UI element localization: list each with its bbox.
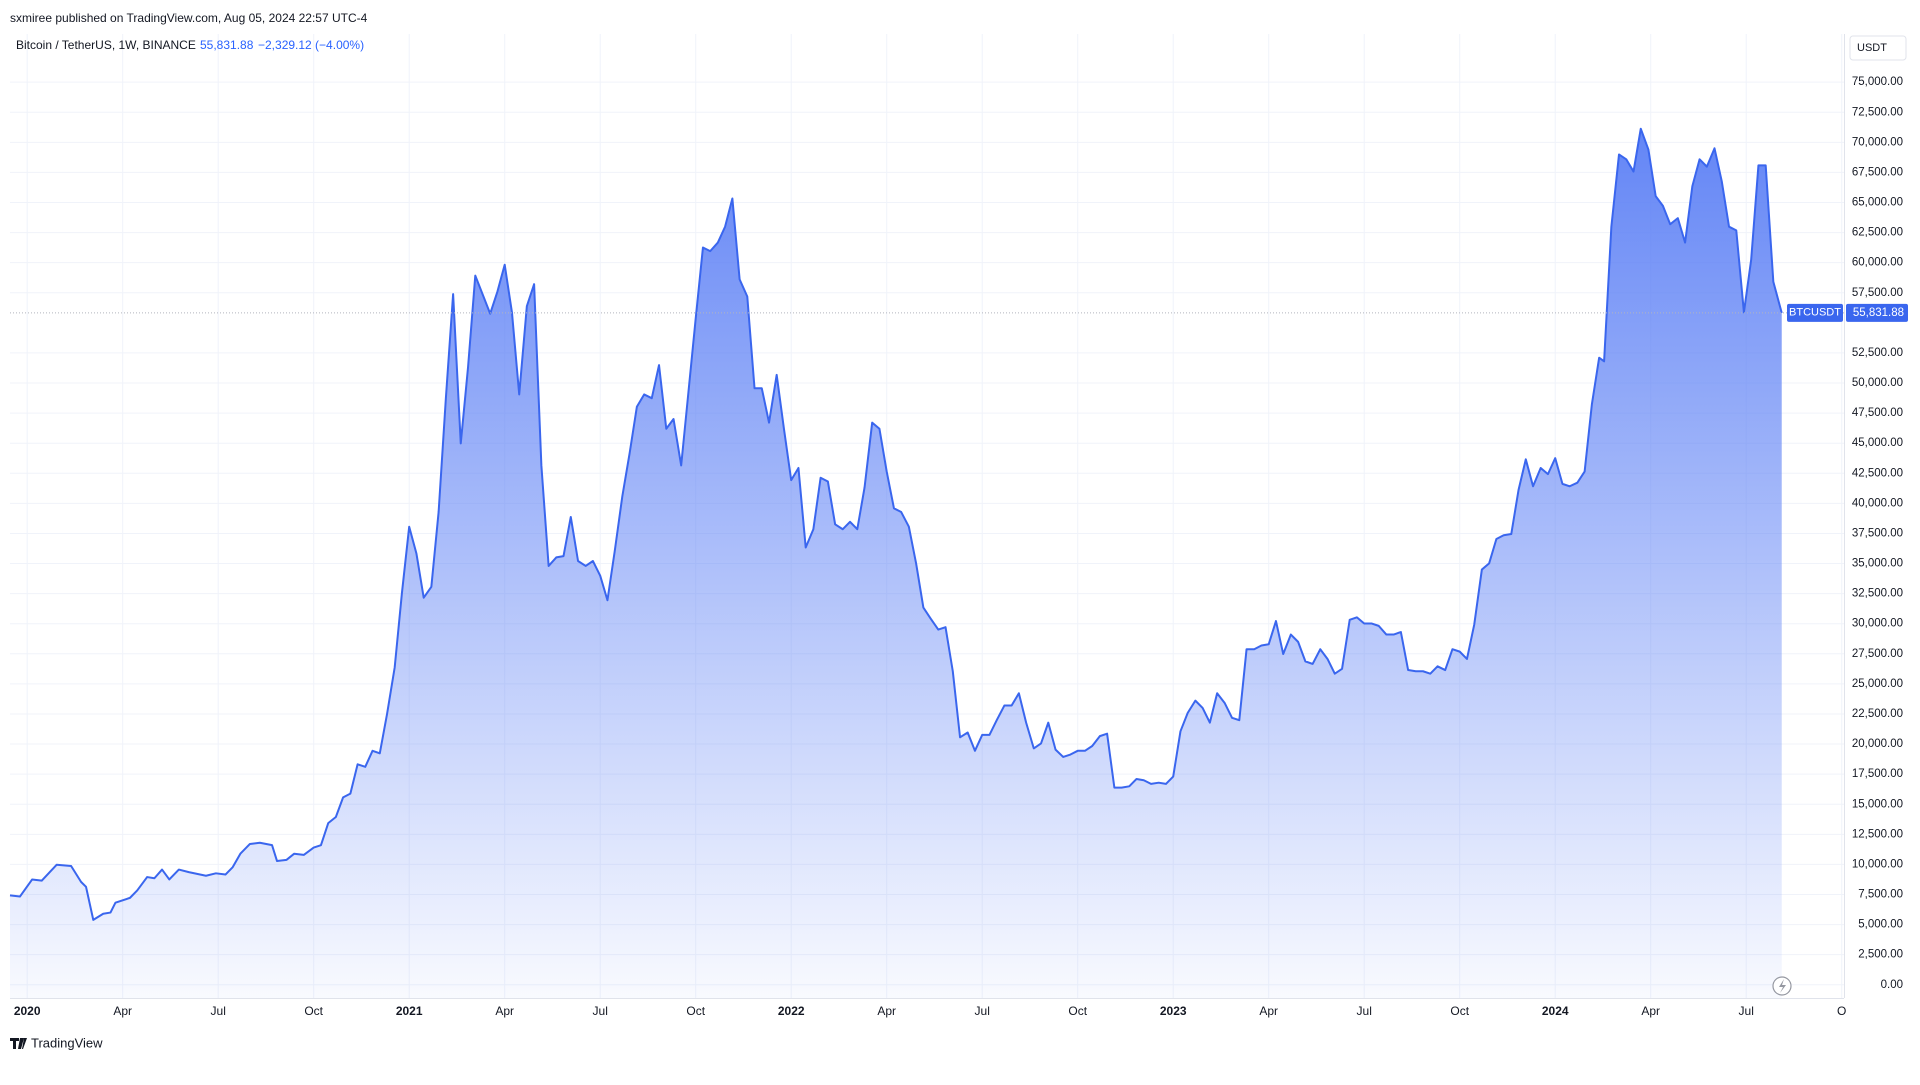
x-tick-label: 2021: [396, 1004, 423, 1018]
y-tick-label: 52,500.00: [1852, 347, 1903, 359]
brand: TradingView: [10, 1035, 103, 1050]
plot: [9, 127, 1844, 999]
price-tag: 55,831.88: [1853, 307, 1904, 319]
y-tick-label: 60,000.00: [1852, 257, 1903, 269]
y-tick-label: 75,000.00: [1852, 76, 1903, 88]
price-axis-border: [1844, 34, 1845, 998]
x-tick-label: Oct: [686, 1004, 705, 1018]
x-tick-label: Apr: [113, 1004, 132, 1018]
y-tick-label: 57,500.00: [1852, 287, 1903, 299]
y-tick-label: 10,000.00: [1852, 858, 1903, 870]
y-tick-label: 65,000.00: [1852, 197, 1903, 209]
brand-name: TradingView: [31, 1035, 103, 1050]
x-tick-label: 2024: [1542, 1004, 1569, 1018]
y-tick-label: 0.00: [1881, 979, 1903, 991]
x-tick-label: Jul: [593, 1004, 608, 1018]
y-tick-label: 72,500.00: [1852, 106, 1903, 118]
y-tick-label: 20,000.00: [1852, 738, 1903, 750]
price-line: [9, 127, 1783, 921]
y-tick-label: 17,500.00: [1852, 768, 1903, 780]
price-tag-box: [1846, 303, 1908, 322]
currency-box[interactable]: [1849, 35, 1907, 61]
x-tick-label: Jul: [1739, 1004, 1754, 1018]
y-tick-label: 12,500.00: [1852, 828, 1903, 840]
price-tag-name-box: [1787, 303, 1843, 322]
x-tick-label: Jul: [211, 1004, 226, 1018]
y-tick-label: 25,000.00: [1852, 678, 1903, 690]
time-axis-border: [10, 998, 1844, 999]
x-tick-label: Jul: [975, 1004, 990, 1018]
x-tick-label: Apr: [877, 1004, 896, 1018]
x-tick-label: Oct: [1068, 1004, 1087, 1018]
y-tick-label: 45,000.00: [1852, 437, 1903, 449]
x-tick-label: 2023: [1160, 1004, 1187, 1018]
y-tick-label: 40,000.00: [1852, 497, 1903, 509]
y-tick-label: 70,000.00: [1852, 136, 1903, 148]
y-tick-label: 50,000.00: [1852, 377, 1903, 389]
x-tick-label: 2022: [778, 1004, 805, 1018]
y-tick-label: 27,500.00: [1852, 648, 1903, 660]
y-tick-label: 15,000.00: [1852, 798, 1903, 810]
publisher-line: sxmiree published on TradingView.com, Au…: [10, 11, 368, 25]
x-tick-label: Jul: [1357, 1004, 1372, 1018]
x-tick-label: Apr: [1641, 1004, 1660, 1018]
last-price: 55,831.88: [200, 38, 254, 52]
y-tick-label: 5,000.00: [1858, 919, 1903, 931]
x-tick-label: O: [1837, 1004, 1846, 1018]
x-tick-label: Oct: [1450, 1004, 1469, 1018]
x-tick-label: Apr: [495, 1004, 514, 1018]
y-tick-label: 42,500.00: [1852, 467, 1903, 479]
change: −2,329.12 (−4.00%): [258, 38, 364, 52]
y-tick-label: 67,500.00: [1852, 166, 1903, 178]
price-tag-name: BTCUSDT: [1789, 307, 1841, 319]
y-tick-label: 2,500.00: [1858, 949, 1903, 961]
y-tick-label: 22,500.00: [1852, 708, 1903, 720]
x-tick-label: Oct: [304, 1004, 323, 1018]
y-tick-label: 37,500.00: [1852, 527, 1903, 539]
y-tick-label: 30,000.00: [1852, 618, 1903, 630]
currency: USDT: [1857, 42, 1887, 54]
y-tick-label: 35,000.00: [1852, 558, 1903, 570]
area-fill: [10, 128, 1782, 999]
y-tick-label: 32,500.00: [1852, 588, 1903, 600]
symbol: Bitcoin / TetherUS, 1W, BINANCE: [16, 38, 196, 52]
replay-icon[interactable]: [1772, 976, 1792, 996]
y-tick-label: 47,500.00: [1852, 407, 1903, 419]
y-tick-label: 7,500.00: [1858, 889, 1903, 901]
x-tick-label: 2020: [14, 1004, 41, 1018]
y-tick-label: 62,500.00: [1852, 227, 1903, 239]
x-tick-label: Apr: [1259, 1004, 1278, 1018]
